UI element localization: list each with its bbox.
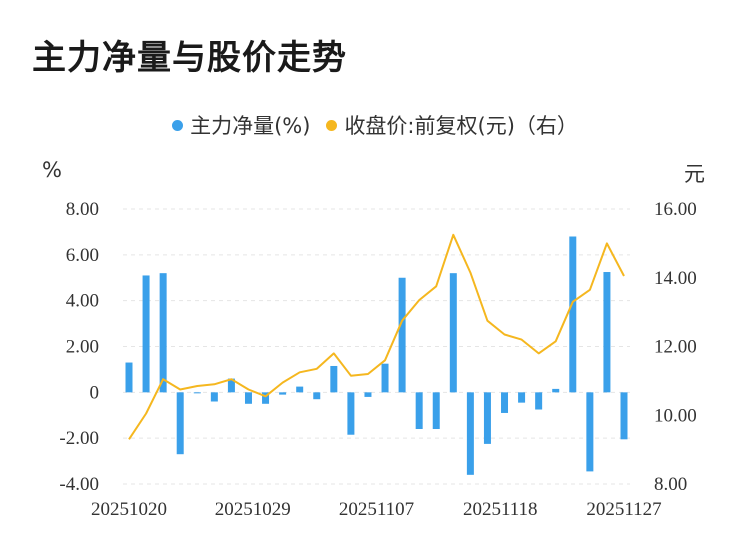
x-tick-label: 20251020 [91,499,167,520]
right-axis-unit: 元 [684,162,705,186]
bar [244,392,252,404]
right-tick-label: 16.00 [654,199,697,220]
bar [227,378,235,393]
bar [296,386,304,393]
bar [176,392,184,455]
left-tick-label: -2.00 [59,428,99,449]
bar [603,272,611,393]
legend-item-main-net[interactable]: 主力净量(%) [172,110,310,140]
bar [620,392,628,440]
left-tick-label: -4.00 [59,474,99,495]
left-tick-label: 4.00 [66,291,99,312]
left-axis-unit: % [42,158,62,182]
x-tick-label: 20251029 [215,499,291,520]
bar [159,273,167,393]
x-tick-label: 20251107 [339,499,414,520]
bar [193,392,201,394]
bar [330,365,338,393]
bar [432,392,440,429]
bar [347,392,355,435]
x-tick-label: 20251118 [463,499,538,520]
bar [449,273,457,393]
bar [501,392,509,413]
bar [398,277,406,393]
bar [125,362,133,393]
bar [518,392,526,403]
price-line [128,233,625,440]
chart-legend: 主力净量(%) 收盘价:前复权(元)（右） [0,110,750,140]
left-tick-label: 6.00 [66,245,99,266]
right-tick-label: 10.00 [654,405,697,426]
right-tick-label: 8.00 [654,474,687,495]
right-tick-label: 12.00 [654,337,697,358]
bar [279,392,287,395]
bar [142,275,150,393]
bar [552,388,560,393]
legend-dot-bar [172,119,184,131]
legend-dot-line [326,119,338,131]
bar [364,392,372,397]
bar [586,392,594,472]
x-tick-label: 20251127 [586,499,661,520]
chart-title: 主力净量与股价走势 [32,38,347,78]
legend-label-close-price: 收盘价:前复权(元)（右） [344,114,578,138]
legend-label-main-net: 主力净量(%) [190,114,311,138]
bar [535,392,543,410]
bar [313,392,321,400]
bar [210,392,218,402]
left-tick-label: 8.00 [66,199,99,220]
bar [262,392,270,404]
bar [466,392,474,475]
left-tick-label: 0 [90,382,100,403]
bar [483,392,491,444]
legend-item-close-price[interactable]: 收盘价:前复权(元)（右） [326,110,578,140]
left-tick-label: 2.00 [66,337,99,358]
bar [381,363,389,393]
right-tick-label: 14.00 [654,268,697,289]
bar [569,236,577,393]
bar [415,392,423,429]
